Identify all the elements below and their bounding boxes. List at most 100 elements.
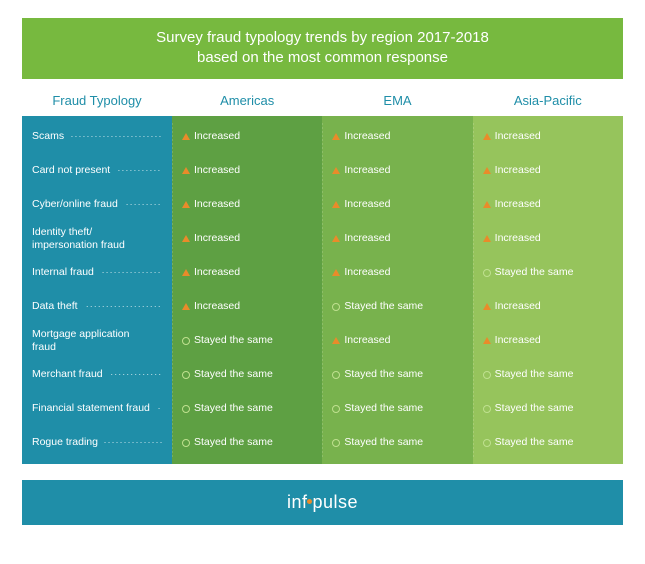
circle-icon <box>332 371 340 379</box>
footer-brand: infpulse <box>22 480 623 525</box>
header-region-2: Asia-Pacific <box>473 93 623 108</box>
table-body: Scams Card not present Cyber/online fraud I… <box>22 116 623 464</box>
cell-label: Stayed the same <box>495 266 574 278</box>
cell: Increased <box>174 188 320 222</box>
cell: Stayed the same <box>475 256 621 290</box>
circle-icon <box>483 405 491 413</box>
typology-row: Rogue trading <box>30 426 164 460</box>
title-line-1: Survey fraud typology trends by region 2… <box>62 28 583 48</box>
region-column-0: Increased Increased Increased Increased Incr… <box>172 116 322 464</box>
triangle-up-icon <box>332 201 340 208</box>
brand-post: pulse <box>312 492 358 512</box>
cell: Increased <box>475 188 621 222</box>
typology-label: Data theft <box>32 300 78 312</box>
triangle-up-icon <box>483 167 491 174</box>
cell: Stayed the same <box>324 358 470 392</box>
cell: Stayed the same <box>475 426 621 460</box>
typology-row: Identity theft/ impersonation fraud <box>30 222 164 256</box>
circle-icon <box>483 371 491 379</box>
cell: Increased <box>475 290 621 324</box>
leader-dots <box>100 272 162 273</box>
typology-label: Card not present <box>32 164 110 176</box>
triangle-up-icon <box>483 133 491 140</box>
typology-label: Rogue trading <box>32 436 98 448</box>
cell-label: Stayed the same <box>194 368 273 380</box>
typology-row: Financial statement fraud <box>30 392 164 426</box>
cell-label: Increased <box>495 232 541 244</box>
cell-label: Stayed the same <box>344 402 423 414</box>
typology-label: Financial statement fraud <box>32 402 150 414</box>
typology-row: Card not present <box>30 154 164 188</box>
cell-label: Stayed the same <box>495 436 574 448</box>
typology-row: Internal fraud <box>30 256 164 290</box>
typology-label: Scams <box>32 130 64 142</box>
cell: Increased <box>174 154 320 188</box>
leader-dots <box>104 442 162 443</box>
cell: Increased <box>174 222 320 256</box>
cell-label: Increased <box>495 300 541 312</box>
cell-label: Increased <box>495 130 541 142</box>
cell: Stayed the same <box>324 392 470 426</box>
triangle-up-icon <box>332 269 340 276</box>
cell-label: Increased <box>194 266 240 278</box>
typology-label: Merchant fraud <box>32 368 103 380</box>
cell-label: Increased <box>344 266 390 278</box>
title-bar: Survey fraud typology trends by region 2… <box>22 18 623 79</box>
typology-row: Merchant fraud <box>30 358 164 392</box>
cell-label: Increased <box>344 232 390 244</box>
cell: Stayed the same <box>324 426 470 460</box>
typology-row: Scams <box>30 120 164 154</box>
cell-label: Increased <box>495 334 541 346</box>
typology-label: Mortgage application fraud <box>32 328 156 352</box>
circle-icon <box>332 405 340 413</box>
typology-label: Cyber/online fraud <box>32 198 118 210</box>
cell-label: Increased <box>344 198 390 210</box>
circle-icon <box>332 439 340 447</box>
cell: Stayed the same <box>174 392 320 426</box>
triangle-up-icon <box>182 303 190 310</box>
cell: Increased <box>475 154 621 188</box>
triangle-up-icon <box>182 201 190 208</box>
cell: Increased <box>324 188 470 222</box>
cell: Stayed the same <box>174 358 320 392</box>
header-region-0: Americas <box>172 93 322 108</box>
typology-row: Data theft <box>30 290 164 324</box>
cell: Increased <box>324 256 470 290</box>
cell-label: Increased <box>194 232 240 244</box>
circle-icon <box>483 439 491 447</box>
triangle-up-icon <box>182 133 190 140</box>
cell: Stayed the same <box>174 426 320 460</box>
triangle-up-icon <box>332 133 340 140</box>
cell: Increased <box>475 222 621 256</box>
cell: Stayed the same <box>174 324 320 358</box>
triangle-up-icon <box>483 201 491 208</box>
cell-label: Stayed the same <box>344 368 423 380</box>
leader-dots <box>156 408 162 409</box>
cell: Stayed the same <box>475 392 621 426</box>
header-typology: Fraud Typology <box>22 93 172 108</box>
leader-dots <box>116 170 162 171</box>
cell-label: Stayed the same <box>194 334 273 346</box>
typology-row: Cyber/online fraud <box>30 188 164 222</box>
cell: Stayed the same <box>324 290 470 324</box>
circle-icon <box>182 439 190 447</box>
cell: Increased <box>324 120 470 154</box>
cell-label: Increased <box>194 300 240 312</box>
triangle-up-icon <box>332 337 340 344</box>
cell-label: Stayed the same <box>344 436 423 448</box>
triangle-up-icon <box>483 337 491 344</box>
cell-label: Increased <box>194 198 240 210</box>
cell: Increased <box>324 154 470 188</box>
cell-label: Increased <box>495 164 541 176</box>
typology-label: Identity theft/ impersonation fraud <box>32 226 156 250</box>
cell: Increased <box>475 324 621 358</box>
cell-label: Increased <box>344 164 390 176</box>
cell-label: Stayed the same <box>194 402 273 414</box>
header-region-1: EMA <box>322 93 472 108</box>
region-column-2: Increased Increased Increased Increased Stay… <box>473 116 623 464</box>
leader-dots <box>70 136 162 137</box>
triangle-up-icon <box>182 235 190 242</box>
column-headers: Fraud Typology Americas EMA Asia-Pacific <box>22 87 623 116</box>
cell: Increased <box>174 120 320 154</box>
cell-label: Increased <box>194 130 240 142</box>
